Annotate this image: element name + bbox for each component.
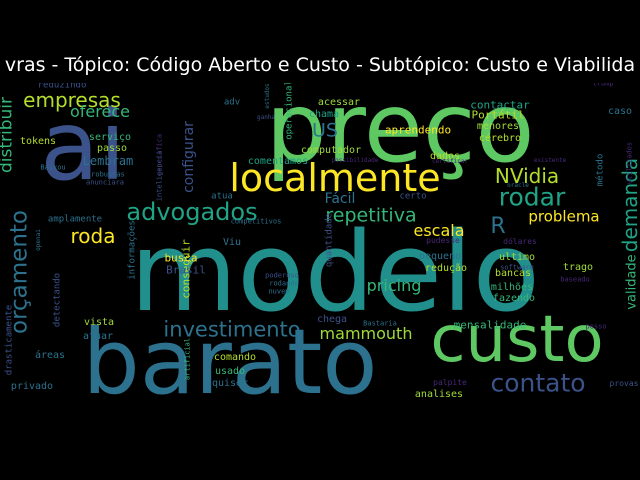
cloud-word: palpite [433,378,467,387]
cloud-word: trago [562,262,594,273]
cloud-word: aprendendo [384,123,452,137]
cloud-word: acessar [317,97,361,108]
cloud-word: menores [476,121,520,132]
cloud-word: Brasil [166,263,206,277]
cloud-word: validade [624,254,640,310]
cloud-word: problema [528,207,600,226]
cloud-word: redução [424,263,468,274]
cloud-word: nuvem [268,287,290,296]
cloud-word: milhões [490,282,534,293]
cloud-word: rodar [498,182,566,212]
cloud-word: fazendo [492,293,536,304]
cloud-word: R [490,214,506,239]
cloud-word: advogados [126,198,258,226]
cloud-word: configurar [181,121,197,193]
cloud-word: tokens [19,136,57,147]
cloud-word: empresas [23,88,121,112]
cloud-word: certificar [431,158,469,165]
cloud-word: bancas [494,268,532,279]
cloud-word: NVidia [494,164,560,188]
cloud-word: analises [414,389,464,399]
cloud-word: detectando [52,272,63,328]
cloud-word: quiser [211,378,249,389]
cloud-word: contato [490,368,586,398]
cloud-word: privado [10,381,54,392]
cloud-word: operacional [284,83,295,140]
cloud-word: chega [316,314,348,325]
cloud-word: passo [96,143,128,154]
cloud-word: competitivos [230,217,282,226]
cloud-word: robustas [91,170,125,179]
cloud-word: escala [413,221,465,240]
cloud-word: inteligencia [155,150,164,202]
cloud-word: adv [223,97,241,108]
cloud-word: poderoso [265,271,299,280]
cloud-word: vista [83,317,115,328]
cloud-word: oracle [507,182,529,189]
cloud-word: investimento [163,317,301,342]
cloud-word: método [595,153,606,187]
cloud-word: barato [82,310,378,399]
cloud-word: trump [592,83,614,88]
cloud-word: serviço [88,132,132,143]
cloud-word: roda [70,224,116,248]
cloud-word: Baixou [40,163,66,172]
cloud-word: Bastaria [363,319,397,328]
cloud-word: amplamente [47,214,103,225]
cloud-word: provas [609,379,639,388]
cloud-word: US [312,119,338,142]
cloud-word: computador [300,145,362,156]
cloud-word: Lembram [82,154,134,168]
chart-title: vras - Tópico: Código Aberto e Custo - S… [4,54,636,76]
cloud-word: custo [430,303,604,377]
cloud-word: comentamos [247,156,309,167]
cloud-word: certo [399,191,427,202]
cloud-word: atuar [82,331,114,342]
cloud-word: anunciara [86,178,124,187]
cloud-word: drasticamente [4,304,15,376]
cloud-word: existente [533,157,567,164]
cloud-word: baseado [560,275,590,284]
cloud-word: áreas [34,350,66,361]
cloud-word: oferece [70,102,130,121]
cloud-word: pudesse [426,236,460,245]
cloud-word: contactar [470,98,530,112]
cloud-word: chama [308,109,340,120]
cloud-word: utilizados [625,141,634,185]
cloud-word: atua [211,191,233,202]
cloud-word: informações [127,220,138,280]
cloud-word: mensalidade [453,318,527,332]
cloud-word: busca [164,251,198,265]
cloud-word: Portátil [471,108,525,122]
cloud-word: localmente [229,156,441,200]
cloud-word: pricing [366,276,422,295]
word-cloud: modelo preço ai barato custo localmente advoga… [0,83,640,398]
cloud-word: ultimo [498,252,536,263]
cloud-word: estudos [264,83,271,109]
cloud-word: mammouth [319,324,413,343]
cloud-word: ai [40,90,126,202]
cloud-word: usado [214,366,246,377]
cloud-word: Fácil [324,191,356,207]
cloud-word: possibilidade [331,157,379,164]
cloud-word: comando [213,352,257,363]
cloud-word: caso [607,106,633,117]
cloud-word: Viu [222,237,242,248]
cloud-word: dólares [503,237,537,246]
cloud-word: repetitiva [325,204,417,227]
cloud-word: rodando [269,279,299,288]
cloud-word: software [500,263,534,272]
cloud-word: artificial [183,337,192,381]
cloud-word: cérebro [478,133,522,144]
cloud-word: ganha [256,114,276,121]
cloud-word: quantidade [324,212,335,268]
cloud-word: pequeno [418,251,462,262]
cloud-word: pesso [585,322,607,331]
cloud-word: distribuir [0,96,17,174]
cloud-word: reduzindo [37,83,87,91]
cloud-word: openai [35,229,42,251]
cloud-word: modelo [130,208,540,336]
cloud-word: dados [429,151,461,162]
cloud-word: preço [265,83,535,184]
